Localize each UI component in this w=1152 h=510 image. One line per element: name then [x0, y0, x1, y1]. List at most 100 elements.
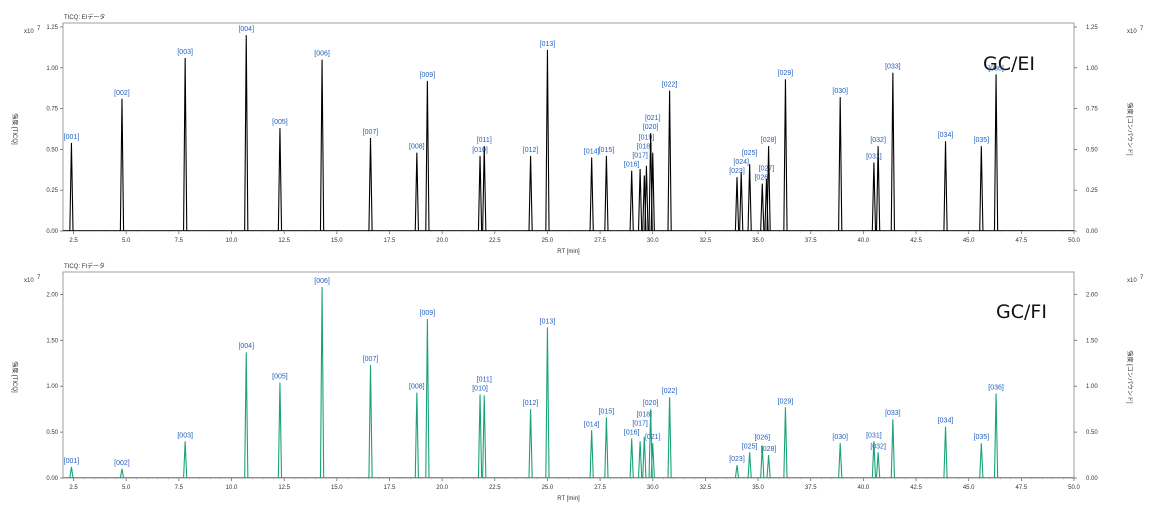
y-exponent-left-sup: 7: [37, 275, 41, 281]
peak-label: [007]: [363, 356, 379, 363]
y-tick-label-left: 0.25: [46, 188, 58, 194]
x-tick-label: 12.5: [278, 238, 290, 244]
peak-014: [589, 430, 594, 479]
x-tick-label: 37.5: [805, 485, 817, 491]
peak-label: [012]: [523, 400, 539, 407]
peak-label: [016]: [624, 162, 640, 169]
peak-031: [871, 162, 877, 232]
peak-label: [018]: [637, 144, 653, 151]
peak-009: [425, 319, 430, 479]
peak-004: [244, 352, 249, 479]
y-tick-label-left: 0.00: [46, 476, 58, 482]
peak-label: [006]: [314, 278, 330, 285]
peak-008: [414, 152, 419, 232]
x-tick-label: 17.5: [384, 485, 396, 491]
peak-029: [783, 407, 788, 479]
peak-016: [629, 438, 634, 479]
y-tick-label-right: 2.00: [1086, 292, 1098, 298]
x-tick-label: 27.5: [594, 238, 606, 244]
x-axis-label: RT [min]: [557, 496, 580, 502]
peak-009: [425, 80, 430, 232]
peak-label: [021]: [645, 434, 661, 441]
peak-030: [838, 97, 843, 232]
x-tick-label: 17.5: [384, 238, 396, 244]
peak-010: [477, 155, 483, 232]
x-tick-label: 22.5: [489, 238, 501, 244]
peak-001: [69, 466, 74, 479]
peak-label: [001]: [64, 134, 80, 141]
peak-label: [001]: [64, 458, 80, 465]
x-tick-label: 40.0: [858, 238, 870, 244]
peak-030: [838, 443, 843, 479]
peak-008: [414, 392, 419, 479]
y-exponent-left-sup: 7: [37, 26, 41, 32]
peak-label: [010]: [472, 385, 488, 392]
x-tick-label: 30.0: [647, 485, 659, 491]
panel-big-label: GC/EI: [983, 53, 1035, 75]
y-tick-label-right: 0.75: [1086, 107, 1098, 113]
x-tick-label: 12.5: [278, 485, 290, 491]
peak-036: [993, 74, 999, 232]
peak-label: [005]: [272, 374, 288, 381]
y-tick-label-right: 1.25: [1086, 25, 1098, 31]
peak-006: [319, 59, 325, 232]
y-tick-label-right: 0.25: [1086, 188, 1098, 194]
x-tick-label: 35.0: [752, 485, 764, 491]
peak-label: [017]: [632, 421, 648, 428]
peak-label: [013]: [540, 41, 556, 48]
peak-015: [604, 417, 609, 479]
peak-label: [025]: [742, 150, 758, 157]
peak-label: [010]: [472, 147, 488, 154]
peak-label: [035]: [974, 434, 990, 441]
peak-label: [009]: [420, 72, 436, 79]
peak-012: [528, 409, 533, 479]
x-tick-label: 30.0: [647, 238, 659, 244]
peak-013: [545, 49, 550, 232]
y-axis-label-right: 強度 [コンパウンド]: [1126, 350, 1134, 403]
x-tick-label: 47.5: [1016, 238, 1028, 244]
y-tick-label-left: 1.00: [46, 66, 58, 72]
x-tick-label: 37.5: [805, 238, 817, 244]
peak-label: [032]: [870, 137, 886, 144]
peak-label: [033]: [885, 410, 901, 417]
x-tick-label: 25.0: [542, 238, 554, 244]
y-tick-label-left: 0.75: [46, 107, 58, 113]
x-tick-label: 5.0: [122, 238, 131, 244]
peak-label: [023]: [729, 456, 745, 463]
peak-label: [009]: [420, 310, 436, 317]
peak-013: [545, 327, 550, 479]
peak-label: [013]: [540, 318, 556, 325]
peak-label: [036]: [988, 385, 1004, 392]
peak-011: [482, 395, 487, 479]
peak-label: [028]: [761, 446, 777, 453]
peak-label: [004]: [238, 343, 254, 350]
x-tick-label: 5.0: [122, 485, 131, 491]
x-tick-label: 15.0: [331, 238, 343, 244]
peak-015: [604, 155, 609, 232]
y-tick-label-right: 1.00: [1086, 66, 1098, 72]
peak-023: [734, 465, 740, 479]
y-exponent-left: x10: [24, 278, 34, 284]
peak-010: [477, 394, 483, 479]
peak-label: [023]: [729, 168, 745, 175]
peak-label: [015]: [599, 147, 615, 154]
peak-label: [036]: [988, 65, 1004, 72]
peak-label: [003]: [177, 432, 193, 439]
peak-003: [183, 441, 188, 479]
panel-big-label: GC/FI: [996, 301, 1047, 323]
peak-032: [875, 452, 881, 479]
x-tick-label: 20.0: [436, 238, 448, 244]
x-axis-label: RT [min]: [557, 249, 580, 255]
peak-label: [006]: [314, 51, 330, 58]
peak-label: [025]: [742, 443, 758, 450]
peak-label: [003]: [177, 49, 193, 56]
x-tick-label: 42.5: [910, 485, 922, 491]
peak-031: [871, 441, 877, 479]
peak-028: [766, 146, 771, 232]
peak-001: [69, 142, 74, 232]
peak-016: [629, 170, 634, 232]
x-tick-label: 2.5: [69, 485, 78, 491]
y-tick-label-left: 1.25: [46, 25, 58, 31]
